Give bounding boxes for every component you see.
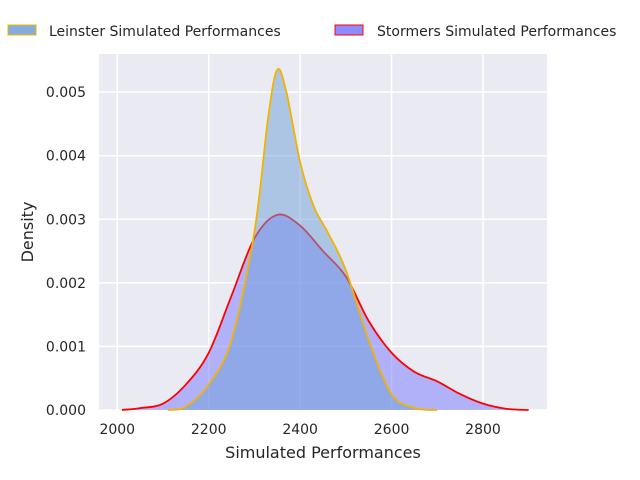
y-axis-label: Density <box>18 202 37 263</box>
x-tick-label: 2200 <box>191 422 227 438</box>
y-tick-label: 0.004 <box>46 149 86 165</box>
y-tick-label: 0.005 <box>46 85 86 101</box>
legend-label: Leinster Simulated Performances <box>49 24 281 40</box>
x-tick-label: 2800 <box>465 422 501 438</box>
legend-label: Stormers Simulated Performances <box>377 24 616 40</box>
legend-swatch <box>334 24 364 36</box>
legend-swatch <box>7 24 37 36</box>
x-tick-label: 2600 <box>374 422 410 438</box>
x-tick-label: 2400 <box>282 422 318 438</box>
y-tick-label: 0.000 <box>46 403 86 419</box>
density-area-1 <box>167 68 438 411</box>
y-tick-label: 0.001 <box>46 339 86 355</box>
y-tick-label: 0.003 <box>46 212 86 228</box>
x-tick-label: 2000 <box>99 422 135 438</box>
y-tick-label: 0.002 <box>46 276 86 292</box>
density-line-1 <box>167 68 438 411</box>
x-axis-label: Simulated Performances <box>225 443 421 462</box>
